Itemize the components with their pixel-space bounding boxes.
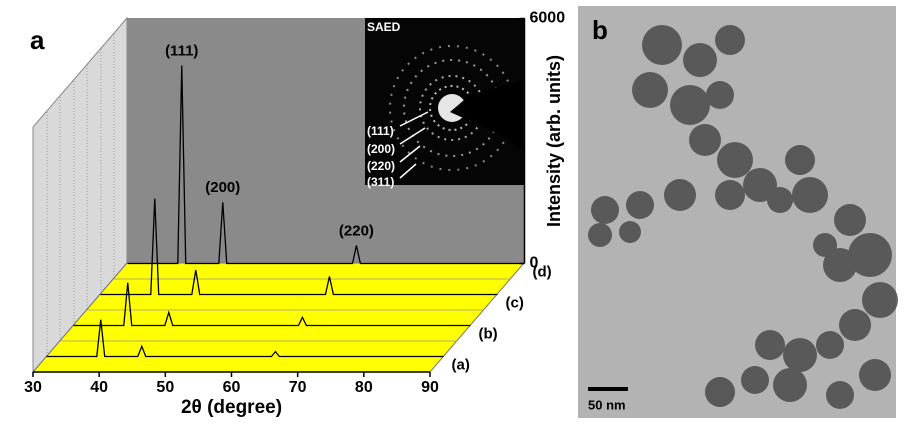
tem-image [578,6,898,418]
x-axis-title: 2θ (degree) [181,397,282,418]
x-tick-label: 80 [355,379,373,396]
y-tick-label: 6000 [530,10,566,27]
x-tick-label: 30 [24,379,42,396]
series-label: (d) [533,263,552,280]
inset-label: (311) [367,175,394,189]
figure: a SAED (111) (200) (220) (311) [0,0,906,421]
series-label: (c) [506,294,524,311]
x-tick-label: 50 [156,379,174,396]
peak-label: (111) [165,42,198,59]
series-label: (a) [452,356,470,373]
panel-label: b [592,15,608,45]
inset-title: SAED [367,20,401,34]
x-tick-label: 90 [421,379,439,396]
peak-label: (200) [205,179,240,196]
panel-label: a [30,25,45,55]
peak-label: (220) [339,223,374,240]
x-tick-label: 40 [90,379,108,396]
series-label: (b) [479,325,498,342]
x-tick-label: 70 [289,379,307,396]
inset-label: (200) [367,142,395,156]
x-tick-label: 60 [223,379,241,396]
y-axis-title: Intensity (arb. units) [544,55,564,227]
inset-label: (111) [367,124,394,138]
inset-label: (220) [367,159,395,173]
scale-bar-label: 50 nm [588,397,626,412]
